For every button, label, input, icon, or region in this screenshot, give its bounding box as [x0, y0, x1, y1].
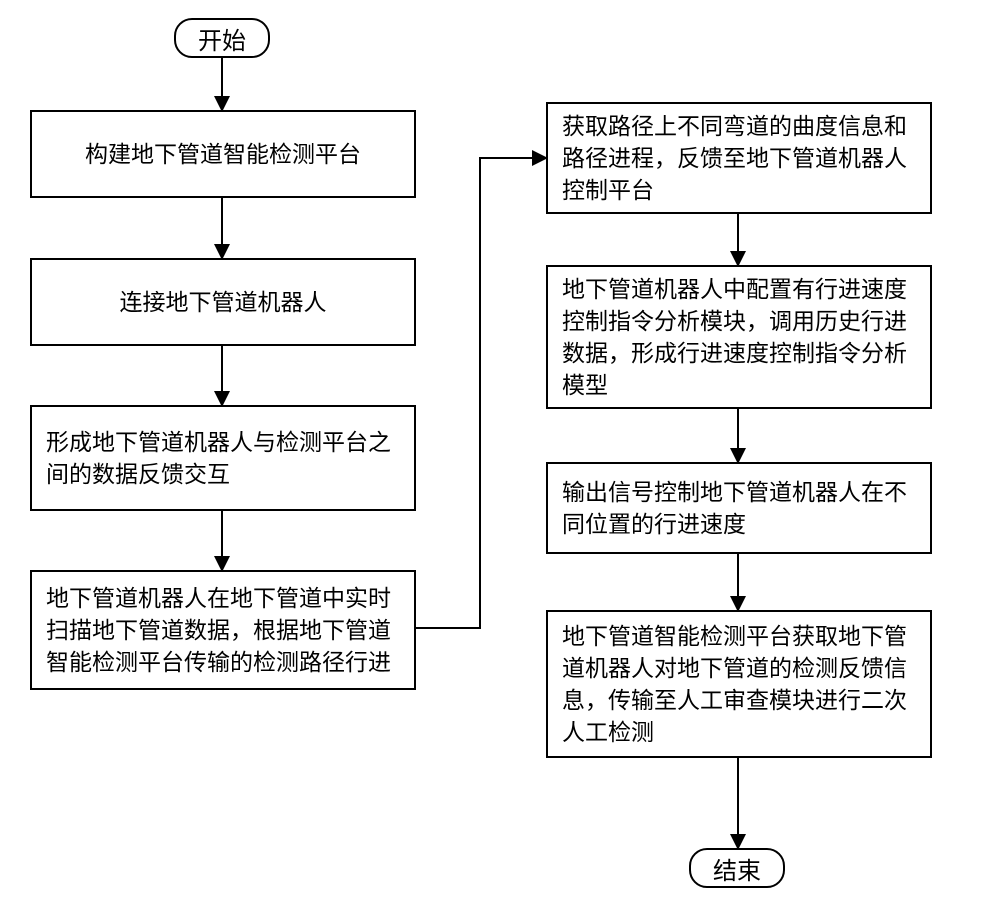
flow-connectors	[0, 0, 1000, 903]
